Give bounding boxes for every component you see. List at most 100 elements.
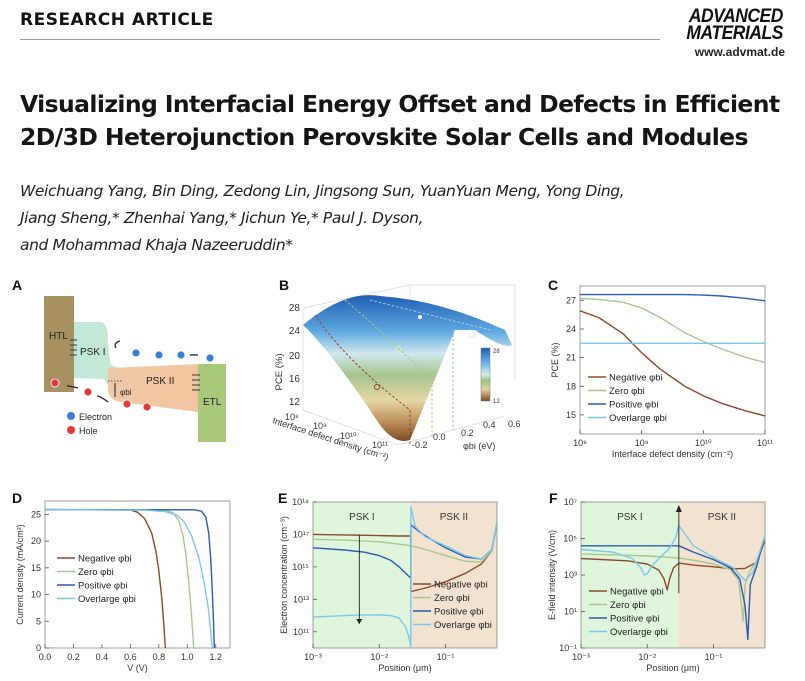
- legend-label-negative: Negative φbi: [610, 587, 664, 598]
- legend: Negative φbi Zero φbi Positive φbi Overlarg…: [588, 373, 667, 424]
- y-tick-label: 25: [31, 509, 41, 519]
- legend: Negative φbi Zero φbi Positive φbi Overlarg…: [589, 587, 668, 638]
- series-line-overlarge: [312, 506, 498, 648]
- authors-line-3: and Mohammad Khaja Nazeeruddin*: [20, 236, 293, 254]
- x-tick-label: 1.2: [210, 652, 223, 662]
- x-tick-label: 10⁻¹: [437, 652, 455, 662]
- y-tick-label: 20: [31, 536, 41, 546]
- chart-panel-e: PSK I PSK II 10⁻³ 10⁻² 10⁻¹ 10¹¹ 10¹³ 10¹⁵ 10¹⁷ 1…: [279, 497, 498, 673]
- series-line-zero: [312, 522, 498, 563]
- chart-panel-d: 0.0 0.2 0.4 0.6 0.8 1.0 1.2 0 5 10 15 20 25 V (V) Curr…: [15, 500, 231, 673]
- y-tick-label: 0: [36, 643, 41, 653]
- region-label-psk2: PSK II: [708, 512, 736, 523]
- legend-label-positive: Positive φbi: [78, 581, 127, 592]
- series-line-negative: [44, 508, 166, 649]
- legend-label-positive: Positive φbi: [434, 607, 483, 618]
- chart-panel-c: 10⁸ 10⁹ 10¹⁰ 10¹¹ 15 18 21 24 27 Interface defect…: [550, 285, 773, 459]
- plot-frame: [44, 500, 231, 649]
- title-line-2: 2D/3D Heterojunction Perovskite Solar Ce…: [20, 123, 749, 151]
- legend-label-zero: Zero φbi: [78, 567, 114, 578]
- x-axis-label: Position (μm): [378, 663, 431, 673]
- x-tick-label: 10⁹: [635, 438, 649, 448]
- y-tick-label: 10¹: [564, 607, 577, 617]
- x-tick-label: 0.2: [67, 652, 80, 662]
- legend-label-positive: Positive φbi: [610, 614, 659, 625]
- panel-letter-a: A: [12, 277, 23, 293]
- legend-label-overlarge: Overlarge φbi: [78, 594, 136, 605]
- authors-line-1: Weichuang Yang, Bin Ding, Zedong Lin, Ji…: [20, 182, 625, 200]
- series-line-negative: [312, 522, 498, 593]
- region-psk2: [678, 502, 765, 648]
- section-label: RESEARCH ARTICLE: [20, 10, 214, 30]
- panel-letter-f: F: [549, 490, 558, 506]
- series-line-positive: [580, 293, 766, 302]
- y-tick-label: 10¹³: [293, 594, 309, 604]
- arrow-down-icon: [356, 619, 363, 625]
- panel-letter-e: E: [278, 490, 288, 506]
- y-tick-label: 18: [566, 381, 576, 391]
- y-tick-label: 27: [566, 295, 576, 305]
- authors-line-2: Jiang Sheng,* Zhenhai Yang,* Jichun Ye,*…: [20, 209, 424, 227]
- journal-logo-line2: MATERIALS: [686, 23, 783, 44]
- y-tick-label: 15: [566, 410, 576, 420]
- y-tick-label: 10¹⁵: [292, 562, 309, 572]
- journal-logo: ADVANCED MATERIALS: [686, 6, 784, 44]
- y-axis-label: E-field intensity (V/cm): [547, 530, 557, 620]
- x-tick-label: 10⁻³: [304, 652, 322, 662]
- y-axis-label: Current density (mA/cm²): [15, 524, 25, 625]
- legend-label-negative: Negative φbi: [78, 554, 132, 565]
- y-tick-label: 15: [31, 563, 41, 573]
- author-list: Weichuang Yang, Bin Ding, Zedong Lin, Ji…: [20, 178, 790, 259]
- legend-label-zero: Zero φbi: [434, 593, 470, 604]
- y-tick-label: 10¹⁷: [293, 529, 309, 539]
- y-tick-label: 10: [31, 590, 41, 600]
- series-line-overlarge: [44, 508, 213, 649]
- legend-label-zero: Zero φbi: [610, 600, 646, 611]
- header-rule: [20, 39, 660, 40]
- y-tick-label: 10¹⁹: [292, 497, 309, 507]
- journal-logo-line1: ADVANCED: [688, 6, 784, 27]
- x-tick-label: 10⁸: [573, 438, 587, 448]
- arrow-up-icon: [675, 505, 682, 512]
- x-tick-label: 1.0: [181, 652, 194, 662]
- y-tick-label: 10⁵: [563, 534, 577, 544]
- legend-label-negative: Negative φbi: [434, 580, 488, 591]
- y-tick-label: 21: [566, 353, 576, 363]
- article-title: Visualizing Interfacial Energy Offset an…: [20, 88, 790, 154]
- y-axis-label: Electron concentration (cm⁻³): [279, 516, 289, 634]
- x-tick-label: 10¹¹: [757, 438, 773, 448]
- series-line-negative: [579, 310, 766, 417]
- y-tick-label: 10¹¹: [293, 627, 309, 637]
- y-tick-label: 24: [566, 324, 576, 334]
- series-line-zero: [579, 297, 766, 364]
- title-line-1: Visualizing Interfacial Energy Offset an…: [20, 90, 780, 118]
- region-label-psk1: PSK I: [349, 512, 375, 523]
- journal-website[interactable]: www.advmat.de: [694, 45, 785, 59]
- legend-label-overlarge: Overlarge φbi: [609, 413, 667, 424]
- legend-label-overlarge: Overlarge φbi: [434, 620, 492, 631]
- region-psk2: [410, 502, 497, 648]
- plot-frame: [579, 285, 766, 435]
- y-tick-label: 10⁷: [564, 497, 577, 507]
- plot-frame: [312, 501, 498, 649]
- y-axis-label: PCE (%): [550, 342, 560, 377]
- legend: Negative φbi Zero φbi Positive φbi Overlarg…: [413, 580, 492, 631]
- legend-label-zero: Zero φbi: [609, 386, 645, 397]
- x-tick-label: 10¹⁰: [695, 438, 712, 448]
- panel-letter-b: B: [279, 277, 290, 293]
- x-tick-label: 10⁻³: [572, 652, 590, 662]
- series-line-overlarge: [580, 525, 766, 582]
- x-axis-label: Position (μm): [646, 663, 699, 673]
- panel-letter-d: D: [12, 490, 23, 506]
- x-tick-label: 0.4: [96, 652, 109, 662]
- x-tick-label: 10⁻²: [638, 652, 656, 662]
- legend: Negative φbi Zero φbi Positive φbi Overlarg…: [57, 554, 136, 605]
- series-line-zero: [44, 508, 195, 649]
- series-line-zero: [580, 538, 766, 622]
- x-tick-label: 0.6: [124, 652, 137, 662]
- x-tick-label: 10⁻¹: [705, 652, 723, 662]
- series-line-positive: [581, 535, 766, 640]
- x-tick-label: 10⁻²: [370, 652, 388, 662]
- x-axis-label: Interface defect density (cm⁻²): [612, 449, 733, 459]
